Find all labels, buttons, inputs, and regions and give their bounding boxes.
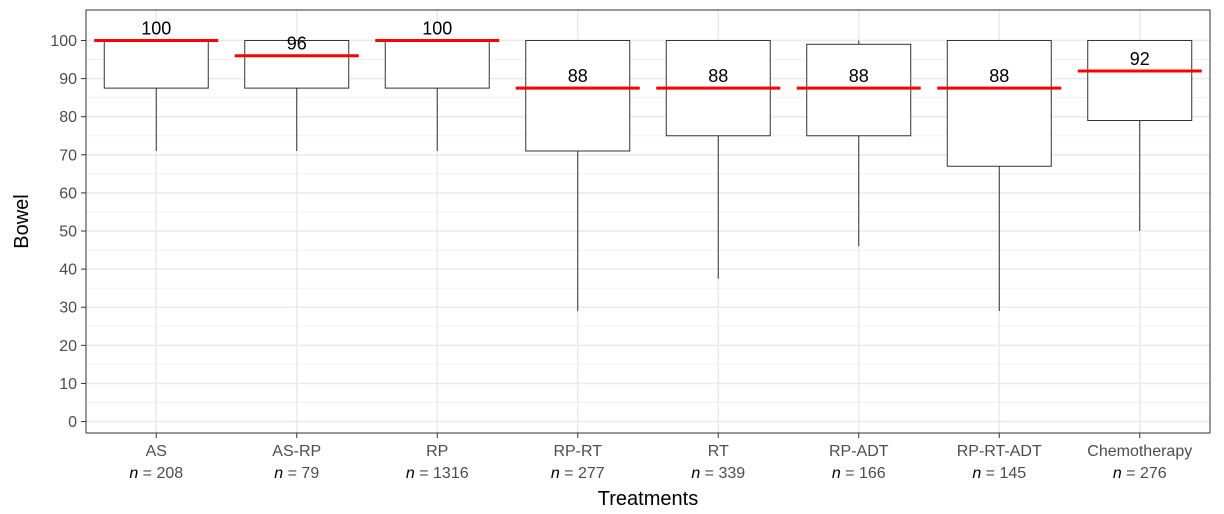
box-rp-adt xyxy=(796,40,921,247)
x-tick-label: AS-RP xyxy=(272,443,321,460)
x-tick-label: AS xyxy=(146,443,167,460)
median-labels: 100 96 100 88 88 88 88 92 xyxy=(141,18,1150,86)
box-rp-rt xyxy=(515,39,640,312)
iqr-box xyxy=(384,39,490,89)
y-tick-label: 10 xyxy=(59,376,77,393)
box-as-rp xyxy=(234,39,359,151)
y-tick-label: 60 xyxy=(59,185,77,202)
x-tick-label: RT xyxy=(708,443,729,460)
iqr-box xyxy=(1087,39,1193,122)
iqr-box xyxy=(946,39,1052,167)
n-count-label: n = 79 xyxy=(274,465,319,482)
y-axis: 0 10 20 30 40 50 60 70 80 90 100 xyxy=(50,33,86,431)
median-label: 88 xyxy=(568,66,588,86)
median-label: 100 xyxy=(141,18,171,38)
median-label: 100 xyxy=(422,18,452,38)
box-rp xyxy=(375,38,500,151)
median-label: 92 xyxy=(1130,49,1150,69)
box-chemotherapy xyxy=(1077,39,1202,232)
n-count-label: n = 277 xyxy=(551,465,605,482)
iqr-box xyxy=(525,39,631,152)
y-tick-label: 50 xyxy=(59,224,77,241)
box-rp-rt-adt xyxy=(937,39,1062,312)
n-count-label: n = 166 xyxy=(832,465,886,482)
y-tick-label: 30 xyxy=(59,300,77,317)
y-axis-title: Bowel xyxy=(11,194,33,248)
y-tick-label: 0 xyxy=(68,414,77,431)
box-as xyxy=(94,38,219,151)
x-tick-label: RP xyxy=(426,443,448,460)
box-rt xyxy=(656,39,781,279)
median-label: 88 xyxy=(989,66,1009,86)
iqr-box xyxy=(806,43,912,137)
x-tick-label: Chemotherapy xyxy=(1087,443,1192,460)
y-tick-label: 40 xyxy=(59,262,77,279)
x-axis-title: Treatments xyxy=(598,488,698,510)
panel-border xyxy=(85,9,1211,434)
x-tick-label: RP-RT xyxy=(553,443,602,460)
n-count-label: n = 276 xyxy=(1113,465,1167,482)
x-axis: AS n = 208 AS-RP n = 79 RP n = 1316 RP-RT n = 2… xyxy=(129,433,1192,482)
x-tick-label: RP-RT-ADT xyxy=(957,443,1042,460)
median-label: 88 xyxy=(849,66,869,86)
n-count-label: n = 145 xyxy=(972,465,1026,482)
n-count-label: n = 1316 xyxy=(406,465,469,482)
y-tick-label: 70 xyxy=(59,147,77,164)
x-tick-label: RP-ADT xyxy=(829,443,889,460)
y-tick-label: 20 xyxy=(59,338,77,355)
iqr-box xyxy=(103,39,209,89)
y-tick-label: 80 xyxy=(59,109,77,126)
median-label: 88 xyxy=(708,66,728,86)
y-tick-label: 100 xyxy=(50,33,77,50)
median-label: 96 xyxy=(287,34,307,54)
n-count-label: n = 339 xyxy=(691,465,745,482)
boxes xyxy=(94,38,1202,312)
n-count-label: n = 208 xyxy=(129,465,183,482)
iqr-box xyxy=(244,39,350,89)
y-tick-label: 90 xyxy=(59,71,77,88)
